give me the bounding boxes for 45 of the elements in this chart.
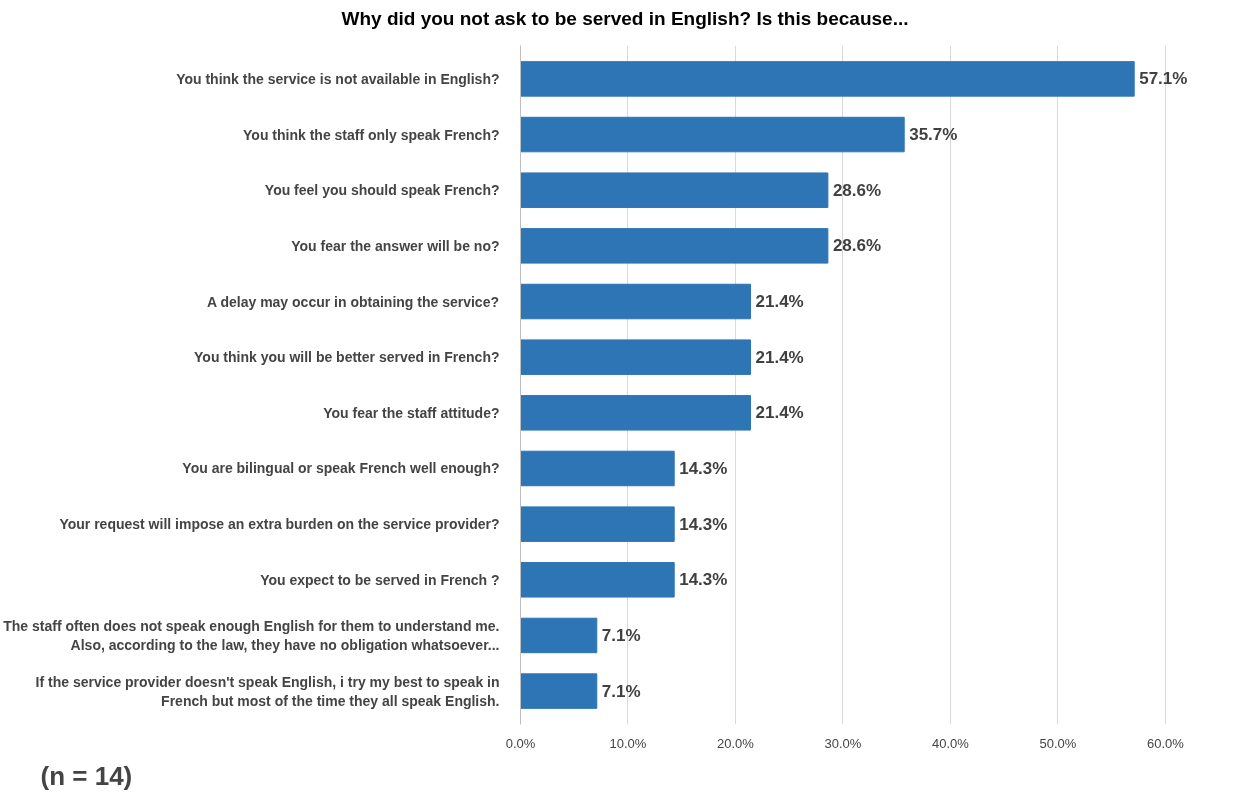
- x-tick-label: 40.0%: [931, 735, 970, 751]
- data-label: 14.3%: [679, 570, 728, 590]
- data-label: 21.4%: [755, 347, 804, 367]
- bar: [520, 61, 1135, 97]
- x-tick-label: 30.0%: [824, 735, 862, 751]
- x-tick-label: 0.0%: [505, 735, 536, 751]
- data-label: 57.1%: [1139, 69, 1188, 89]
- chart-title: Why did you not ask to be served in English? Is this because...: [341, 7, 909, 31]
- y-tick-label: Your request will impose an extra burden on the service provider?: [59, 516, 500, 533]
- x-tick-label: 10.0%: [609, 735, 647, 751]
- bar: [520, 395, 751, 431]
- y-tick-label: You think the staff only speak French?: [243, 126, 500, 143]
- data-label: 7.1%: [601, 681, 641, 701]
- bar: [520, 116, 905, 153]
- text: (n = 14): [40, 760, 133, 791]
- data-label: 7.1%: [601, 625, 641, 645]
- bar: [520, 228, 829, 264]
- y-tick-label: You are bilingual or speak French well enough?: [182, 460, 500, 477]
- bar: [520, 617, 598, 654]
- bar: [520, 450, 675, 487]
- x-tick-label: 20.0%: [717, 735, 755, 751]
- data-label: 28.6%: [832, 180, 882, 200]
- bar: [520, 172, 829, 208]
- data-label: 21.4%: [755, 403, 804, 423]
- x-tick-label: 50.0%: [1039, 735, 1077, 751]
- y-tick-label: You feel you should speak French?: [264, 182, 500, 199]
- x-tick-label: 60.0%: [1146, 735, 1185, 751]
- data-label: 28.6%: [832, 236, 882, 256]
- data-label: 14.3%: [679, 514, 728, 534]
- y-tick-label: You expect to be served in French ?: [260, 571, 500, 588]
- data-label: 35.7%: [909, 125, 958, 145]
- bar: [520, 506, 675, 542]
- y-tick-label: You think you will be better served in French?: [194, 349, 500, 366]
- bar: [520, 673, 598, 709]
- y-tick-label: You think the service is not available in English?: [176, 70, 500, 87]
- y-tick-label: A delay may occur in obtaining the service?: [206, 293, 499, 310]
- data-label: 21.4%: [755, 292, 804, 312]
- bar: [520, 339, 751, 375]
- y-tick-label: You fear the staff attitude?: [323, 404, 500, 421]
- y-tick-label: The staff often does not speak enough English for them to understand me. Also, according to the law, they have no obligation whatsoever...: [3, 617, 500, 654]
- bar: [520, 283, 751, 320]
- y-tick-label: If the service provider doesn't speak English, i try my best to speak in French but most of the time they all speak English.: [35, 673, 500, 709]
- bar: [520, 562, 675, 598]
- data-label: 14.3%: [679, 458, 728, 478]
- y-tick-label: You fear the answer will be no?: [291, 237, 500, 254]
